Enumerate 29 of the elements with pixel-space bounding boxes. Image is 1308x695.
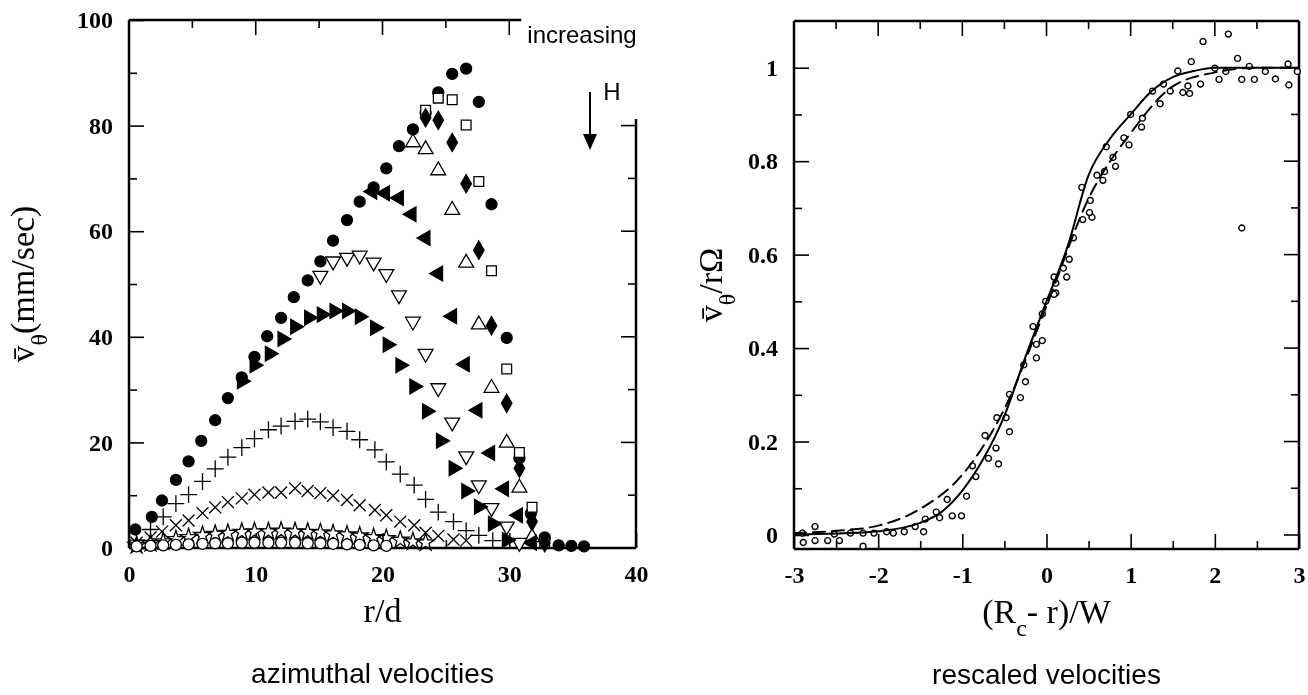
x-tick-label: 10 <box>244 561 269 587</box>
x-tick-label: -1 <box>952 562 973 588</box>
x-axis-title: r/d <box>363 592 402 629</box>
x-tick-label: 40 <box>624 561 649 587</box>
y-tick-label: 0.6 <box>748 241 778 268</box>
x-tick-label: -2 <box>868 562 889 588</box>
x-tick-label: 1 <box>1125 562 1138 588</box>
text: azimuthal velocities <box>251 658 494 689</box>
y-tick-label: 0.2 <box>748 428 778 455</box>
y-tick-label: 0.4 <box>748 335 778 362</box>
x-tick-label: 0 <box>123 561 136 587</box>
x-tick-label: 30 <box>497 561 522 587</box>
x-axis-title: (R$_{c}$- r)/W <box>982 593 1112 641</box>
y-tick-label: 100 <box>77 7 113 34</box>
x-tick-label: 2 <box>1209 562 1222 588</box>
y-tick-label: 0.8 <box>748 148 778 175</box>
x-tick-label: -3 <box>784 562 805 588</box>
y-tick-label: 40 <box>89 323 113 350</box>
x-tick-label: 3 <box>1293 562 1306 588</box>
text: rescaled velocities <box>932 659 1161 690</box>
y-tick-label: 60 <box>89 218 113 245</box>
x-tick-label: 0 <box>1041 562 1053 588</box>
x-tick-label: 20 <box>371 561 395 587</box>
y-tick-label: 1 <box>766 54 778 81</box>
text: increasing H <box>527 21 637 105</box>
y-tick-label: 0 <box>101 535 113 562</box>
y-tick-label: 20 <box>89 429 113 456</box>
y-tick-label: 0 <box>766 522 778 549</box>
y-tick-label: 80 <box>89 112 113 139</box>
